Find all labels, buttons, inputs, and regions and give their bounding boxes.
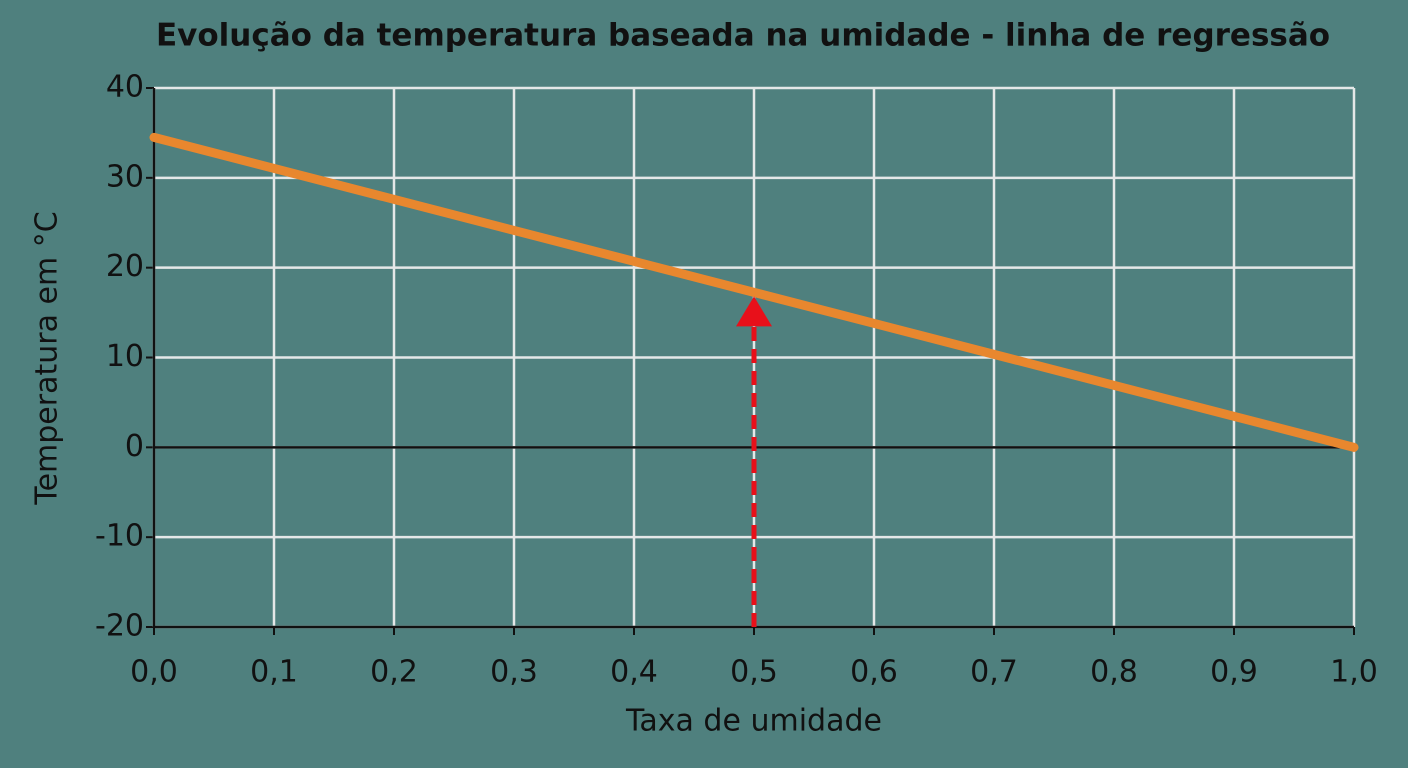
x-tick-label: 0,0 [130, 655, 178, 690]
x-tick-label: 1,0 [1330, 655, 1378, 690]
x-tick-label: 0,8 [1090, 655, 1138, 690]
x-tick-label: 0,4 [610, 655, 658, 690]
x-axis-label: Taxa de umidade [625, 704, 882, 739]
y-tick-label: 40 [106, 70, 144, 105]
x-tick-label: 0,2 [370, 655, 418, 690]
y-axis-label: Temperatura em °C [30, 211, 65, 505]
y-tick-label: -20 [95, 609, 144, 644]
x-tick-label: 0,6 [850, 655, 898, 690]
x-tick-label: 0,7 [970, 655, 1018, 690]
x-tick-label: 0,9 [1210, 655, 1258, 690]
y-tick-label: 0 [125, 429, 144, 464]
marker-arrowhead [736, 296, 772, 327]
regression-line [149, 132, 1359, 452]
x-tick-label: 0,5 [730, 655, 778, 690]
x-tick-label: 0,3 [490, 655, 538, 690]
y-tick-label: 30 [106, 159, 144, 194]
x-tick-label: 0,1 [250, 655, 298, 690]
y-tick-label: 20 [106, 249, 144, 284]
chart-title: Evolução da temperatura baseada na umida… [156, 18, 1330, 54]
y-tick-label: 10 [106, 339, 144, 374]
y-tick-label: -10 [95, 519, 144, 554]
